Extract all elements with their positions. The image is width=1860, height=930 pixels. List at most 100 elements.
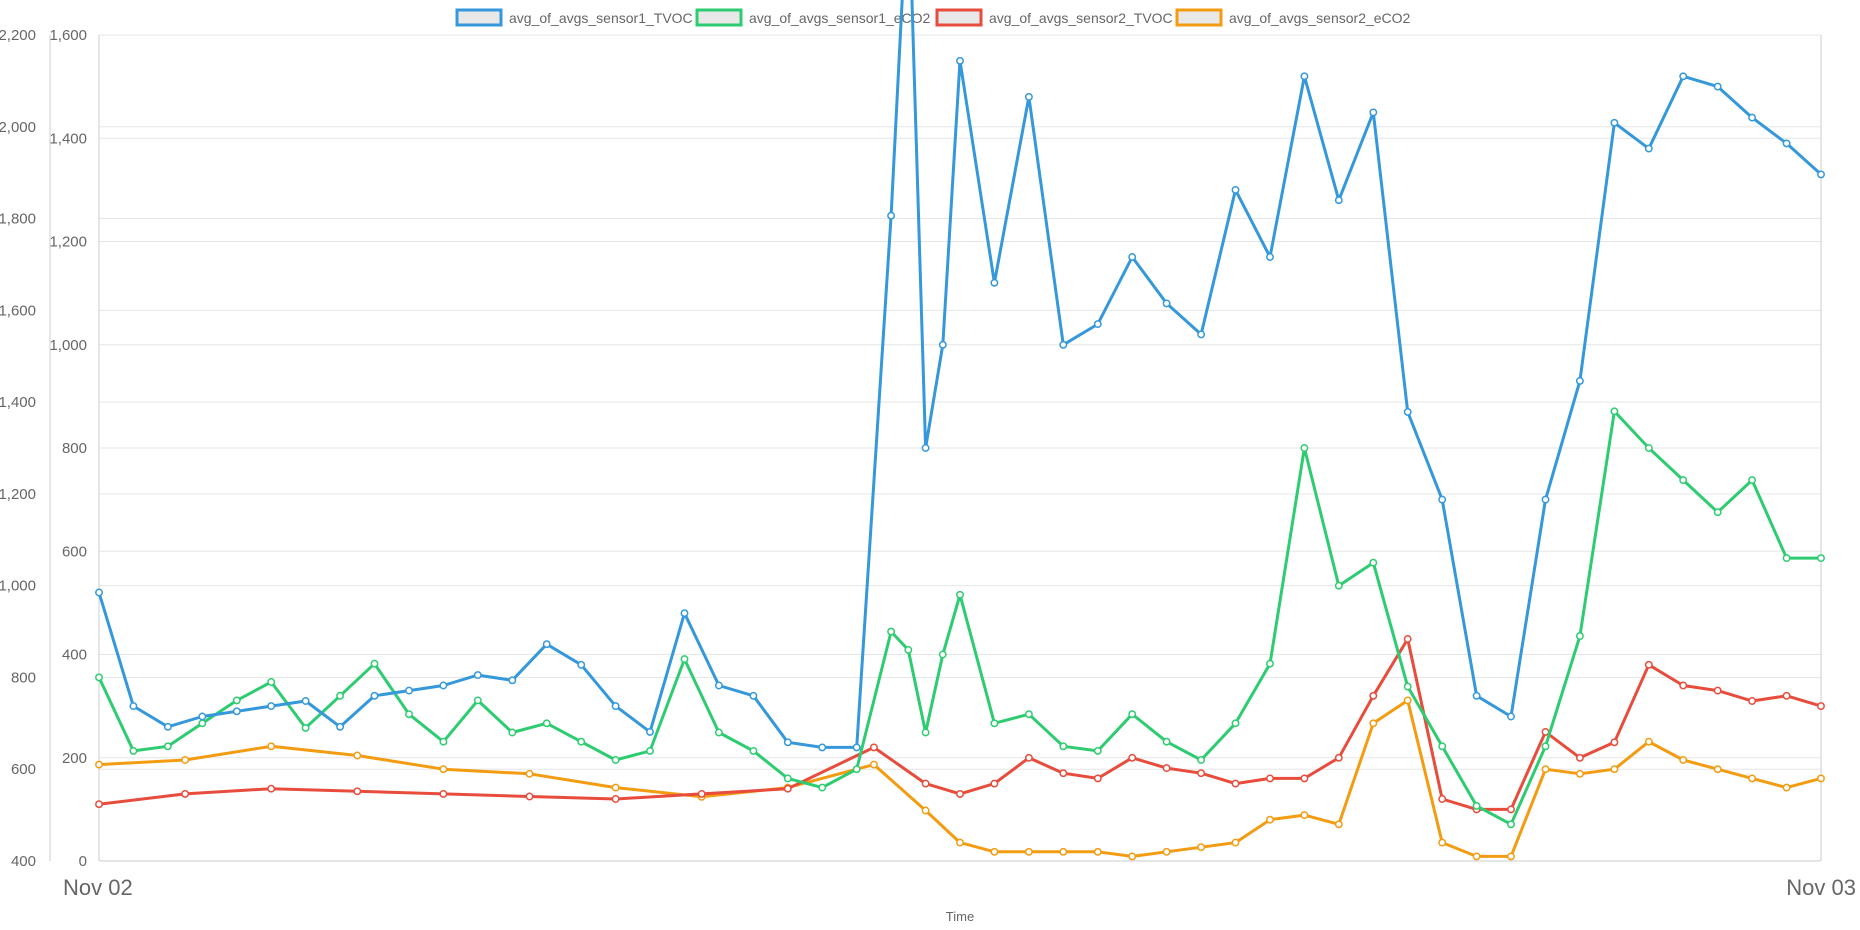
data-point (921, 779, 930, 788)
data-point (1059, 340, 1068, 349)
data-point (1817, 774, 1825, 783)
data-point (1162, 847, 1171, 856)
data-point (577, 660, 586, 669)
data-point (1575, 753, 1584, 762)
data-point (1197, 330, 1206, 339)
legend-item[interactable]: avg_of_avgs_sensor1_eCO2 (695, 8, 931, 27)
legend-item[interactable]: avg_of_avgs_sensor2_TVOC (935, 8, 1173, 27)
inner-tick-label: 1,400 (49, 130, 87, 147)
series-line (97, 409, 1821, 826)
data-point (1782, 691, 1791, 700)
data-point (1162, 737, 1171, 746)
data-point (1713, 765, 1722, 774)
inner-tick-label: 800 (62, 440, 87, 457)
data-point (783, 738, 792, 747)
data-point (1472, 801, 1481, 810)
data-point (921, 806, 930, 815)
inner-tick-label: 1,200 (49, 234, 87, 251)
legend: avg_of_avgs_sensor1_TVOC avg_of_avgs_sens… (455, 8, 1411, 27)
data-point (301, 723, 310, 732)
data-point (1438, 795, 1447, 803)
data-point (181, 756, 190, 764)
data-point (990, 719, 999, 728)
data-point (542, 719, 551, 728)
data-point (680, 655, 689, 664)
data-point (1575, 376, 1584, 385)
data-point (852, 743, 861, 752)
data-point (1817, 170, 1825, 179)
data-point (921, 444, 930, 452)
data-point (869, 760, 878, 769)
legend-label: avg_of_avgs_sensor1_eCO2 (749, 10, 931, 26)
data-point (611, 702, 620, 711)
data-point (336, 691, 345, 700)
data-point (869, 743, 878, 752)
data-point (542, 640, 551, 649)
left-tick-label: 2,200 (0, 27, 36, 44)
left-y-axis: 400 600 800 1,000 1,200 1,400 1,600 1,800 2,000 2… (0, 27, 36, 870)
data-point (1575, 632, 1584, 641)
data-point (818, 783, 827, 792)
left-tick-label: 1,600 (0, 302, 36, 319)
x-tick-label: Nov 03 (1786, 875, 1856, 900)
data-point (1231, 838, 1240, 847)
data-point (1575, 769, 1584, 778)
data-point (1817, 702, 1825, 711)
data-point (181, 789, 190, 798)
x-axis: Nov 02 Nov 03 (63, 875, 1856, 900)
data-point (1403, 696, 1412, 705)
inner-tick-label: 1,600 (49, 27, 87, 44)
left-tick-label: 1,200 (0, 486, 36, 503)
data-point (473, 671, 482, 680)
data-point (1610, 407, 1619, 416)
data-point (680, 609, 689, 618)
data-point (473, 696, 482, 705)
data-point (525, 769, 534, 778)
data-point (129, 702, 138, 711)
data-point (1162, 299, 1171, 308)
data-point (1644, 660, 1653, 669)
data-point (749, 691, 758, 700)
data-point (1438, 838, 1447, 847)
data-point (1266, 774, 1274, 783)
data-point (1748, 476, 1757, 485)
left-tick-label: 1,000 (0, 578, 36, 595)
data-point (1610, 118, 1619, 127)
data-point (1782, 139, 1791, 148)
data-point (95, 673, 103, 682)
data-point (1128, 753, 1137, 762)
data-point (1644, 444, 1653, 452)
data-point (1231, 719, 1240, 728)
data-point (1713, 686, 1722, 695)
data-point (1334, 820, 1343, 829)
data-point (956, 789, 964, 798)
data-point (990, 847, 999, 856)
data-point (1817, 554, 1825, 563)
data-point (1059, 847, 1068, 856)
data-point (956, 590, 964, 599)
data-point (956, 838, 964, 847)
inner-tick-label: 400 (62, 647, 87, 664)
legend-item[interactable]: avg_of_avgs_sensor2_eCO2 (1175, 8, 1411, 27)
legend-item[interactable]: avg_of_avgs_sensor1_TVOC (455, 8, 693, 27)
data-point (267, 784, 276, 793)
x-tick-label: Nov 02 (63, 875, 133, 900)
data-point (1507, 805, 1515, 814)
series-layer (95, 0, 1825, 861)
x-axis-title: Time (946, 909, 974, 924)
data-point (1679, 681, 1688, 690)
data-point (1266, 253, 1274, 261)
series-avg_of_avgs_sensor2_eCO2 (95, 696, 1825, 861)
data-point (783, 784, 792, 793)
data-point (1507, 852, 1515, 861)
data-point (852, 765, 861, 774)
data-point (353, 751, 362, 760)
left-tick-label: 400 (11, 853, 36, 870)
data-point (232, 707, 241, 716)
data-point (439, 737, 448, 746)
data-point (1610, 765, 1619, 774)
data-point (336, 722, 345, 731)
data-point (232, 696, 241, 705)
left-tick-label: 1,400 (0, 394, 36, 411)
right-y-axis: 0 200 400 600 800 1,000 1,200 1,400 1,600 (49, 27, 87, 870)
